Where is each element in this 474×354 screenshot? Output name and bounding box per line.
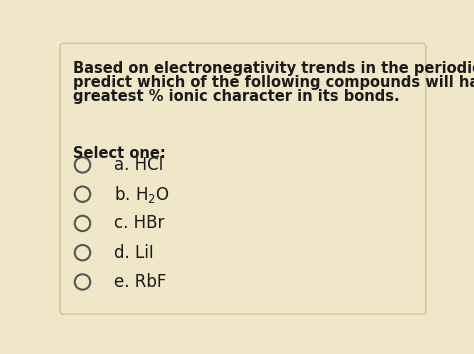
Circle shape: [75, 157, 90, 173]
Circle shape: [75, 274, 90, 290]
Text: Based on electronegativity trends in the periodic table,: Based on electronegativity trends in the…: [73, 61, 474, 76]
Text: greatest % ionic character in its bonds.: greatest % ionic character in its bonds.: [73, 89, 400, 104]
Text: d. LiI: d. LiI: [113, 244, 153, 262]
Text: c. HBr: c. HBr: [113, 215, 164, 233]
Text: Select one:: Select one:: [73, 145, 166, 161]
Circle shape: [75, 216, 90, 231]
Text: b. H$_2$O: b. H$_2$O: [113, 184, 169, 205]
Text: predict which of the following compounds will have the: predict which of the following compounds…: [73, 75, 474, 90]
FancyBboxPatch shape: [60, 43, 426, 314]
Circle shape: [75, 187, 90, 202]
Text: e. RbF: e. RbF: [113, 273, 166, 291]
Text: a. HCl: a. HCl: [113, 156, 163, 174]
Circle shape: [75, 245, 90, 261]
